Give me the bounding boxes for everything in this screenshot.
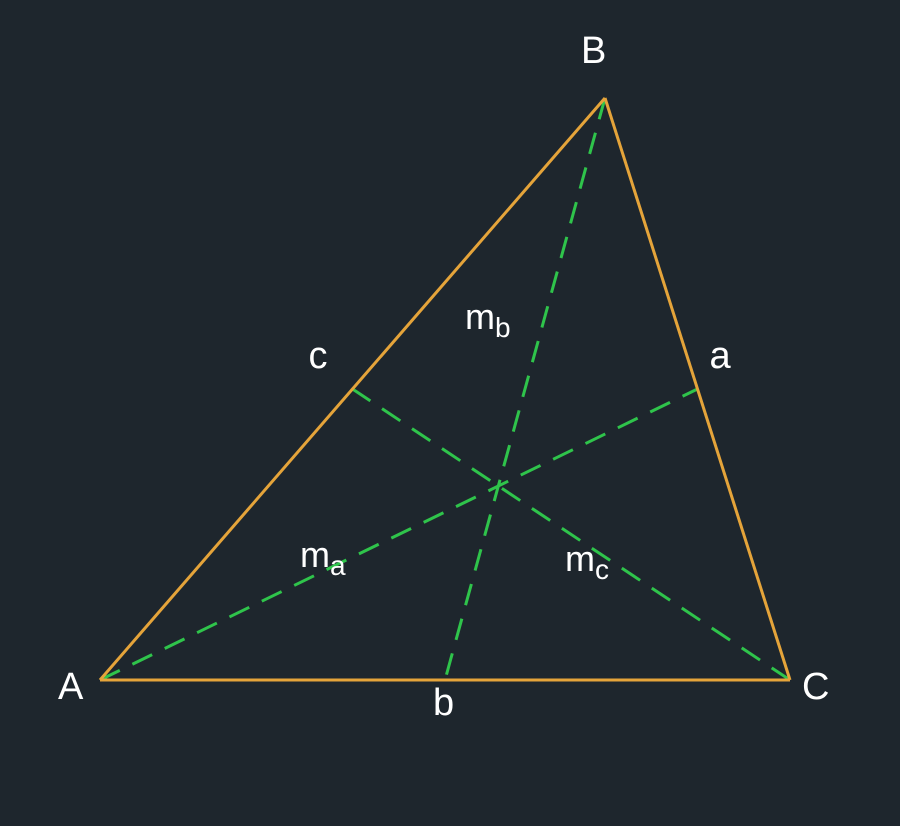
diagram-svg [0,0,900,821]
side-BC [605,98,790,680]
median-mb [445,98,605,680]
median-ma [100,389,698,680]
triangle-medians-diagram [0,0,900,821]
median-mc [353,389,791,680]
side-AB [100,98,605,680]
